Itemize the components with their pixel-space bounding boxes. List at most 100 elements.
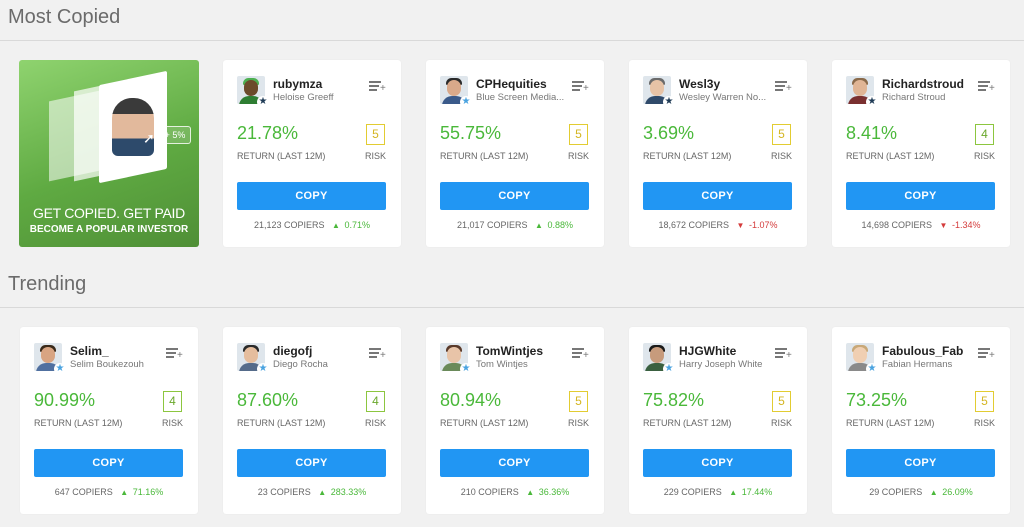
copy-button[interactable]: COPY [440,449,589,477]
copiers-change: -1.34% [951,220,981,230]
risk-score-badge: 4 [975,124,994,145]
promo-subline: BECOME A POPULAR INVESTOR [29,224,189,235]
investor-fullname: Heloise Greeff [273,92,334,103]
investor-fullname: Blue Screen Media... [476,92,565,103]
risk-score-badge: 5 [569,391,588,412]
return-label: RETURN (LAST 12M) [34,418,123,428]
add-to-watchlist-icon[interactable]: + [572,79,590,94]
investor-card[interactable]: ★ Richardstroud Richard Stroud + 8.41% R… [832,60,1010,247]
copiers-count: 647 COPIERS [54,487,113,497]
copiers-summary: 21,123 COPIERS ▲ 0.71% [223,220,401,230]
star-icon: ★ [663,96,675,108]
risk-score-badge: 5 [975,391,994,412]
risk-label: RISK [771,418,793,428]
risk-label: RISK [974,151,996,161]
star-icon: ★ [663,363,675,375]
star-icon: ★ [460,363,472,375]
return-label: RETURN (LAST 12M) [440,418,529,428]
return-value: 8.41% [846,123,898,143]
investor-card[interactable]: ★ Wesl3y Wesley Warren No... + 3.69% RET… [629,60,807,247]
copy-button[interactable]: COPY [440,182,589,210]
star-icon: ★ [866,363,878,375]
investor-fullname: Wesley Warren No... [679,92,767,103]
star-icon: ★ [866,96,878,108]
copiers-summary: 21,017 COPIERS ▲ 0.88% [426,220,604,230]
risk-label: RISK [568,418,590,428]
investor-fullname: Diego Rocha [273,359,328,370]
investor-card[interactable]: ★ Fabulous_Fab Fabian Hermans + 73.25% R… [832,327,1010,514]
copy-button[interactable]: COPY [237,449,386,477]
investor-username[interactable]: rubymza [273,77,323,91]
promo-headline: GET COPIED. GET PAID [33,205,185,221]
copiers-count: 14,698 COPIERS [861,220,933,230]
copy-button[interactable]: COPY [643,449,792,477]
copiers-change: 283.33% [330,487,367,497]
investor-username[interactable]: Richardstroud [882,77,965,91]
investor-card[interactable]: ★ rubymza Heloise Greeff + 21.78% RETURN… [223,60,401,247]
copiers-count: 229 COPIERS [663,487,722,497]
risk-label: RISK [162,418,184,428]
investor-username[interactable]: TomWintjes [476,344,544,358]
risk-score-badge: 5 [366,124,385,145]
copiers-count: 18,672 COPIERS [658,220,730,230]
up-arrow-icon: ➚ [143,130,155,146]
trend-arrow-icon: ▲ [318,488,327,497]
copiers-count: 29 COPIERS [869,487,923,497]
return-label: RETURN (LAST 12M) [237,418,326,428]
add-to-watchlist-icon[interactable]: + [166,346,184,361]
copy-button[interactable]: COPY [237,182,386,210]
investor-username[interactable]: Fabulous_Fab [882,344,964,358]
copiers-summary: 14,698 COPIERS ▼ -1.34% [832,220,1010,230]
copiers-summary: 647 COPIERS ▲ 71.16% [20,487,198,497]
copy-button[interactable]: COPY [846,182,995,210]
risk-label: RISK [771,151,793,161]
copiers-change: 0.88% [547,220,574,230]
section-title-most-copied: Most Copied [8,6,121,28]
investor-username[interactable]: CPHequities [476,77,547,91]
avatar[interactable] [643,343,671,371]
copiers-count: 21,017 COPIERS [456,220,528,230]
risk-label: RISK [365,151,387,161]
investor-card[interactable]: ★ HJGWhite Harry Joseph White + 75.82% R… [629,327,807,514]
investor-username[interactable]: Selim_ [70,344,109,358]
promo-person-illustration [112,98,154,156]
investor-username[interactable]: diegofj [273,344,313,358]
investor-fullname: Harry Joseph White [679,359,763,370]
copy-button[interactable]: COPY [846,449,995,477]
investor-username[interactable]: Wesl3y [679,77,721,91]
add-to-watchlist-icon[interactable]: + [572,346,590,361]
risk-score-badge: 5 [772,124,791,145]
investor-card[interactable]: ★ CPHequities Blue Screen Media... + 55.… [426,60,604,247]
investor-fullname: Richard Stroud [882,92,946,103]
avatar[interactable] [846,76,874,104]
add-to-watchlist-icon[interactable]: + [775,79,793,94]
add-to-watchlist-icon[interactable]: + [978,346,996,361]
investor-username[interactable]: HJGWhite [679,344,737,358]
return-value: 80.94% [440,390,502,410]
investor-card[interactable]: ★ TomWintjes Tom Wintjes + 80.94% RETURN… [426,327,604,514]
copiers-summary: 210 COPIERS ▲ 36.36% [426,487,604,497]
investor-card[interactable]: ★ diegofj Diego Rocha + 87.60% RETURN (L… [223,327,401,514]
copiers-count: 23 COPIERS [257,487,311,497]
add-to-watchlist-icon[interactable]: + [369,79,387,94]
add-to-watchlist-icon[interactable]: + [369,346,387,361]
risk-score-badge: 4 [163,391,182,412]
investor-fullname: Selim Boukezouh [70,359,144,370]
copy-button[interactable]: COPY [34,449,183,477]
copy-button[interactable]: COPY [643,182,792,210]
add-to-watchlist-icon[interactable]: + [978,79,996,94]
star-icon: ★ [460,96,472,108]
trend-arrow-icon: ▲ [535,221,543,230]
investor-fullname: Tom Wintjes [476,359,528,370]
return-value: 75.82% [643,390,705,410]
add-to-watchlist-icon[interactable]: + [775,346,793,361]
risk-score-badge: 5 [569,124,588,145]
copiers-summary: 229 COPIERS ▲ 17.44% [629,487,807,497]
risk-label: RISK [365,418,387,428]
promo-banner[interactable]: ➚ + 5% GET COPIED. GET PAID BECOME A POP… [19,60,199,247]
investor-card[interactable]: ★ Selim_ Selim Boukezouh + 90.99% RETURN… [20,327,198,514]
return-value: 87.60% [237,390,299,410]
copiers-count: 21,123 COPIERS [253,220,325,230]
avatar[interactable] [237,343,265,371]
copiers-summary: 29 COPIERS ▲ 26.09% [832,487,1010,497]
